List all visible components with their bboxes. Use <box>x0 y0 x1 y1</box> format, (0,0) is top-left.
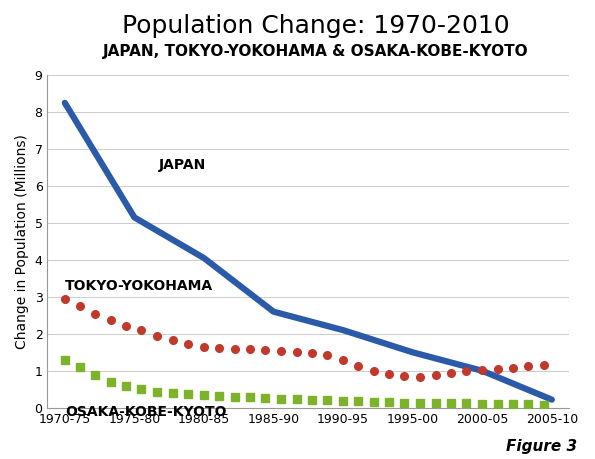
Text: TOKYO-YOKOHAMA: TOKYO-YOKOHAMA <box>65 279 213 293</box>
Text: JAPAN, TOKYO-YOKOHAMA & OSAKA-KOBE-KYOTO: JAPAN, TOKYO-YOKOHAMA & OSAKA-KOBE-KYOTO <box>102 44 528 59</box>
Text: Population Change: 1970-2010: Population Change: 1970-2010 <box>121 14 509 38</box>
Text: OSAKA-KOBE-KYOTO: OSAKA-KOBE-KYOTO <box>65 405 226 419</box>
Text: Figure 3: Figure 3 <box>506 439 577 454</box>
Y-axis label: Change in Population (Millions): Change in Population (Millions) <box>15 134 29 349</box>
Text: JAPAN: JAPAN <box>159 158 206 172</box>
